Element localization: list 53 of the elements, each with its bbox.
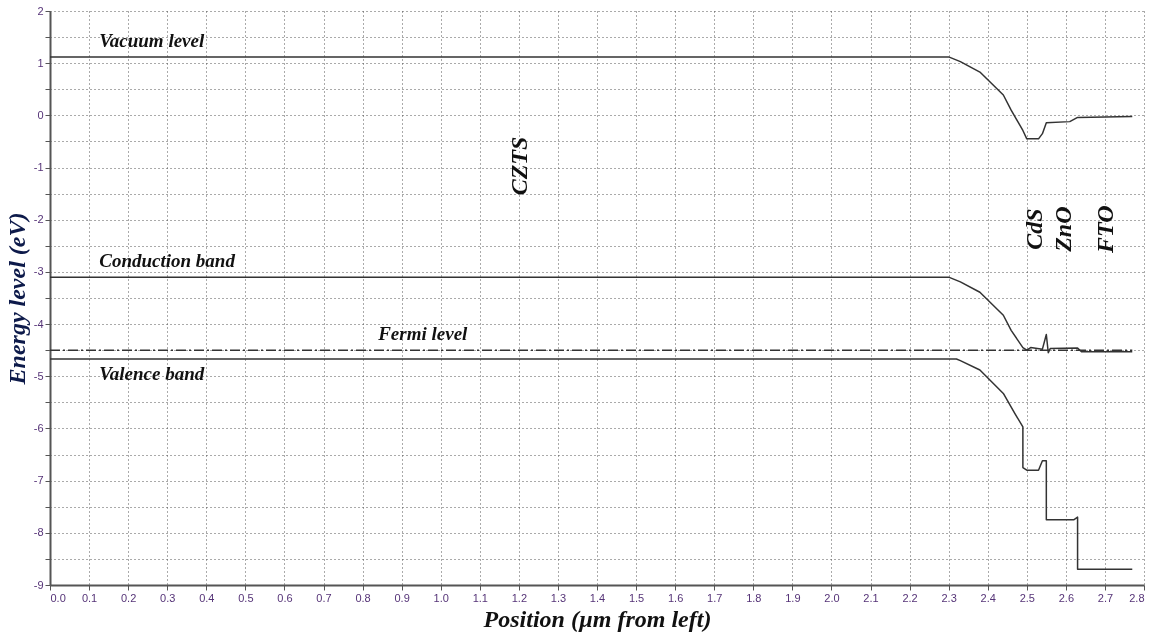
y-tick-label: 2 bbox=[37, 4, 44, 17]
x-tick-label: 0.8 bbox=[355, 591, 371, 604]
annotation: CZTS bbox=[506, 136, 533, 196]
x-tick-label: 2.7 bbox=[1097, 591, 1114, 604]
y-tick-label: 0 bbox=[37, 108, 44, 121]
x-tick-label: 0.2 bbox=[120, 591, 137, 604]
x-tick-label: 2.6 bbox=[1058, 591, 1075, 604]
x-tick-label: 2.0 bbox=[824, 591, 840, 604]
x-tick-label: 1.9 bbox=[785, 591, 801, 604]
x-tick-label: 1.8 bbox=[746, 591, 762, 604]
y-tick-label: -2 bbox=[33, 213, 44, 226]
y-tick-label: -5 bbox=[33, 369, 44, 382]
x-tick-label: 1.3 bbox=[550, 591, 567, 604]
line-series bbox=[49, 56, 1134, 140]
x-tick-label: 1.0 bbox=[433, 591, 449, 604]
x-tick-label: 0.4 bbox=[199, 591, 215, 604]
y-tick-label: 1 bbox=[37, 56, 44, 69]
line-series bbox=[49, 358, 1134, 571]
x-tick-label: 1.5 bbox=[628, 591, 645, 604]
series-label: Valence band bbox=[99, 363, 205, 385]
x-tick-label: 1.4 bbox=[589, 591, 606, 604]
y-tick-label: -4 bbox=[33, 317, 44, 330]
x-tick-label: 0.0 bbox=[50, 591, 66, 604]
x-tick-label: 0.9 bbox=[394, 591, 410, 604]
y-tick-label: -8 bbox=[33, 526, 44, 539]
x-tick-label: 2.3 bbox=[941, 591, 957, 604]
y-tick-label: -9 bbox=[33, 578, 44, 591]
y-tick-label: -3 bbox=[33, 265, 44, 278]
x-tick-label: 0.3 bbox=[160, 591, 176, 604]
y-tick-label: -7 bbox=[33, 474, 44, 487]
x-tick-label: 1.6 bbox=[667, 591, 684, 604]
y-tick-label: -6 bbox=[33, 421, 44, 434]
annotation: CdS bbox=[1020, 208, 1047, 250]
x-tick-label: 2.1 bbox=[863, 591, 879, 604]
x-tick-label: 2.8 bbox=[1129, 591, 1145, 604]
x-tick-label: 1.2 bbox=[511, 591, 528, 604]
x-tick-label: 0.6 bbox=[277, 591, 293, 604]
x-tick-label: 2.5 bbox=[1019, 591, 1035, 604]
x-tick-label: 0.1 bbox=[81, 591, 98, 604]
x-tick-label: 2.4 bbox=[980, 591, 996, 604]
x-tick-label: 1.1 bbox=[472, 591, 488, 604]
series-label: Fermi level bbox=[377, 323, 469, 345]
y-tick-label: -1 bbox=[33, 161, 44, 174]
y-axis-title: Energy level (eV) bbox=[3, 212, 30, 386]
x-tick-label: 2.2 bbox=[902, 591, 918, 604]
x-tick-label: 0.7 bbox=[316, 591, 332, 604]
series-label: Vacuum level bbox=[99, 29, 205, 51]
x-axis-title: Position (µm from left) bbox=[482, 605, 712, 632]
series-label: Conduction band bbox=[99, 250, 236, 272]
x-tick-label: 0.5 bbox=[238, 591, 254, 604]
annotation: FTO bbox=[1091, 205, 1118, 254]
x-tick-label: 1.7 bbox=[707, 591, 723, 604]
annotation: ZnO bbox=[1050, 206, 1077, 253]
